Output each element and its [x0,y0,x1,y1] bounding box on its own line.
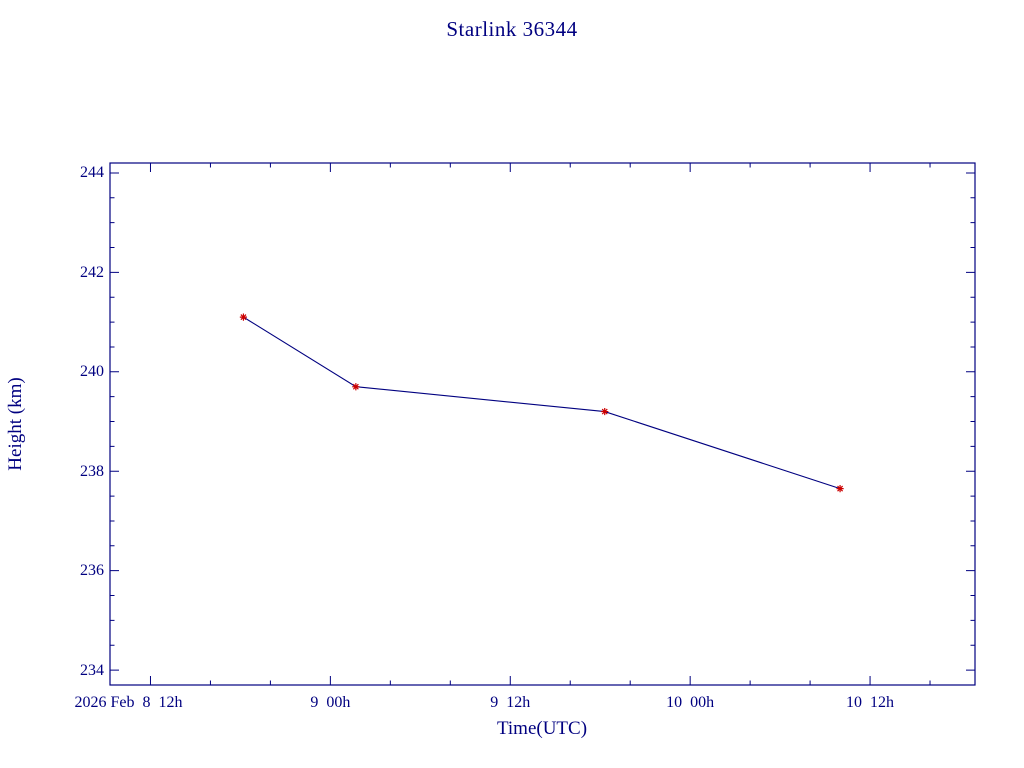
x-tick-label: 10 00h [666,694,715,711]
data-point-marker [601,407,609,416]
data-point-marker [352,383,360,391]
y-tick-label: 236 [80,562,104,580]
x-tick-label: 10 12h [846,694,895,711]
tick-marks [110,163,975,685]
y-tick-label: 234 [80,661,104,679]
x-tick-label: 2026 Feb 8 12h [74,694,183,711]
chart-title: Starlink 36344 [446,17,578,41]
data-points [239,313,844,493]
data-point-marker [239,313,248,321]
plot-box [109,162,976,686]
y-tick-label: 240 [80,363,104,381]
x-axis-label: Time(UTC) [496,718,588,739]
data-point-marker [836,485,844,493]
y-tick-label: 244 [80,164,104,182]
x-tick-label: 9 12h [490,694,531,711]
x-tick-label: 9 00h [310,694,351,711]
y-tick-label: 238 [80,462,104,480]
y-tick-label: 242 [80,263,104,281]
data-line [243,316,841,490]
height-line [243,316,841,490]
